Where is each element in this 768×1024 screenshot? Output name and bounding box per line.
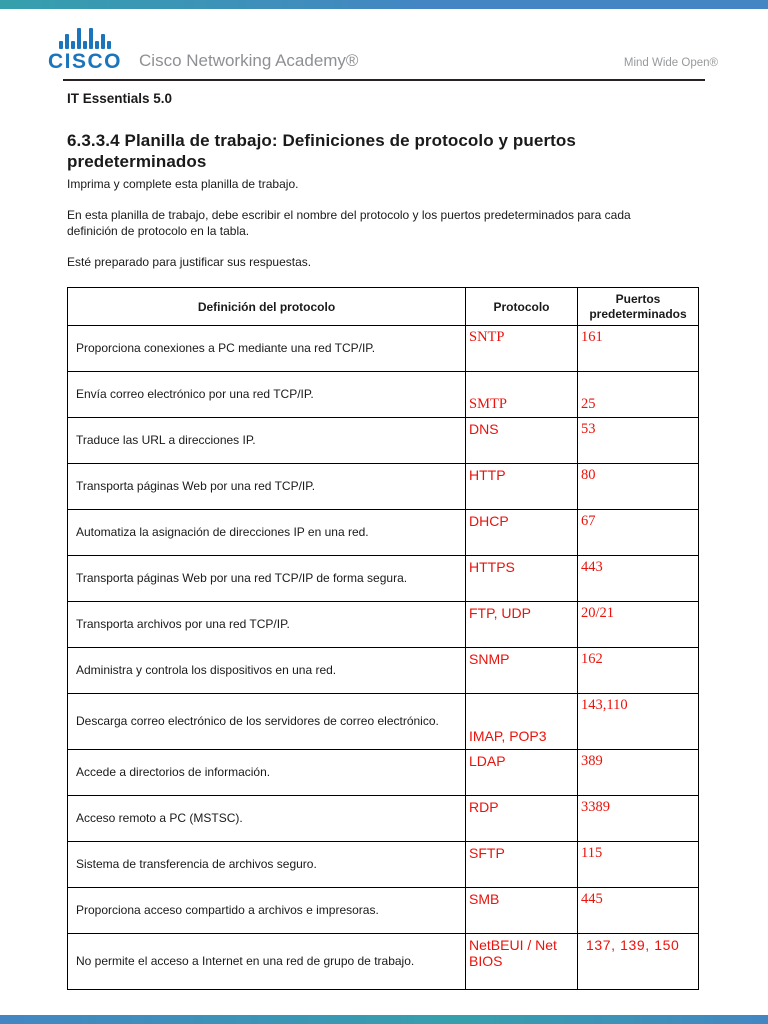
ports-answer-cell: 443 [577, 555, 699, 603]
table-row: Accede a directorios de información. LDAP… [67, 749, 699, 797]
protocol-definition-cell: Proporciona conexiones a PC mediante una… [67, 325, 466, 373]
table-row: Descarga correo electrónico de los servi… [67, 693, 699, 751]
instruction-line: En esta planilla de trabajo, debe escrib… [67, 207, 631, 238]
header-divider [63, 79, 705, 81]
table-row: Acceso remoto a PC (MSTSC). RDP 3389 [67, 795, 699, 843]
top-accent-bar [0, 0, 768, 9]
protocol-answer-cell: SFTP [465, 841, 578, 889]
ports-answer-cell: 137, 139, 150 [577, 933, 699, 991]
protocol-definition-cell: Automatiza la asignación de direcciones … [67, 509, 466, 557]
protocol-answer-cell: SMTP [465, 371, 578, 419]
protocol-definition-cell: Proporciona acceso compartido a archivos… [67, 887, 466, 935]
ports-answer-cell: 389 [577, 749, 699, 797]
document-body: IT Essentials 5.0 6.3.3.4 Planilla de tr… [0, 91, 768, 991]
protocol-answer-cell: SMB [465, 887, 578, 935]
protocol-definition-cell: Descarga correo electrónico de los servi… [67, 693, 466, 751]
academy-wordmark: Cisco Networking Academy® [139, 51, 359, 70]
table-row: Sistema de transferencia de archivos seg… [67, 841, 699, 889]
ports-answer-cell: 115 [577, 841, 699, 889]
instruction-line: Esté preparado para justificar sus respu… [67, 255, 312, 270]
protocol-definition-cell: Acceso remoto a PC (MSTSC). [67, 795, 466, 843]
ports-answer-cell: 25 [577, 371, 699, 419]
protocol-definition-cell: Transporta páginas Web por una red TCP/I… [67, 463, 466, 511]
ports-answer-cell: 80 [577, 463, 699, 511]
table-row: No permite el acceso a Internet en una r… [67, 933, 699, 991]
ports-answer-cell: 3389 [577, 795, 699, 843]
instruction-line: Imprima y complete esta planilla de trab… [67, 176, 299, 191]
protocol-definition-cell: Administra y controla los dispositivos e… [67, 647, 466, 695]
protocol-answer-cell: NetBEUI / Net BIOS [465, 933, 578, 991]
protocol-definition-cell: No permite el acceso a Internet en una r… [67, 933, 466, 991]
protocol-answer-cell: DNS [465, 417, 578, 465]
column-header-protocol: Protocolo [465, 287, 578, 327]
protocol-definition-cell: Envía correo electrónico por una red TCP… [67, 371, 466, 419]
protocol-answer-cell: HTTP [465, 463, 578, 511]
protocol-answer-cell: RDP [465, 795, 578, 843]
protocol-table: Definición del protocolo Protocolo Puert… [67, 287, 699, 991]
bottom-accent-bar [0, 1015, 768, 1024]
protocol-answer-cell: SNMP [465, 647, 578, 695]
table-row: Envía correo electrónico por una red TCP… [67, 371, 699, 419]
ports-answer-cell: 53 [577, 417, 699, 465]
table-row: Transporta páginas Web por una red TCP/I… [67, 555, 699, 603]
table-row: Automatiza la asignación de direcciones … [67, 509, 699, 557]
table-header-row: Definición del protocolo Protocolo Puert… [67, 287, 699, 327]
table-row: Transporta archivos por una red TCP/IP. F… [67, 601, 699, 649]
protocol-definition-cell: Transporta páginas Web por una red TCP/I… [67, 555, 466, 603]
cisco-logo: CISCO [48, 27, 122, 72]
cisco-wordmark: CISCO [48, 50, 123, 73]
protocol-definition-cell: Transporta archivos por una red TCP/IP. [67, 601, 466, 649]
protocol-answer-cell: LDAP [465, 749, 578, 797]
protocol-answer-cell: SNTP [465, 325, 578, 373]
ports-answer-cell: 161 [577, 325, 699, 373]
table-row: Proporciona conexiones a PC mediante una… [67, 325, 699, 373]
protocol-answer-cell: IMAP, POP3 [465, 693, 578, 751]
protocol-answer-cell: HTTPS [465, 555, 578, 603]
table-row: Transporta páginas Web por una red TCP/I… [67, 463, 699, 511]
table-row: Administra y controla los dispositivos e… [67, 647, 699, 695]
page-title: 6.3.3.4 Planilla de trabajo: Definicione… [67, 131, 576, 172]
protocol-answer-cell: DHCP [465, 509, 578, 557]
protocol-definition-cell: Traduce las URL a direcciones IP. [67, 417, 466, 465]
column-header-definition: Definición del protocolo [67, 287, 466, 327]
table-row: Proporciona acceso compartido a archivos… [67, 887, 699, 935]
table-row: Traduce las URL a direcciones IP. DNS 53 [67, 417, 699, 465]
ports-answer-cell: 20/21 [577, 601, 699, 649]
column-header-ports: Puertos predeterminados [577, 287, 699, 327]
cisco-bridge-icon [59, 27, 111, 49]
protocol-answer-cell: FTP, UDP [465, 601, 578, 649]
ports-answer-cell: 143,110 [577, 693, 699, 751]
header: CISCO Cisco Networking Academy® Mind Wid… [0, 0, 768, 72]
ports-answer-cell: 162 [577, 647, 699, 695]
course-title: IT Essentials 5.0 [67, 91, 173, 106]
ports-answer-cell: 67 [577, 509, 699, 557]
ports-answer-cell: 445 [577, 887, 699, 935]
tagline: Mind Wide Open® [623, 57, 718, 69]
protocol-definition-cell: Sistema de transferencia de archivos seg… [67, 841, 466, 889]
protocol-definition-cell: Accede a directorios de información. [67, 749, 466, 797]
